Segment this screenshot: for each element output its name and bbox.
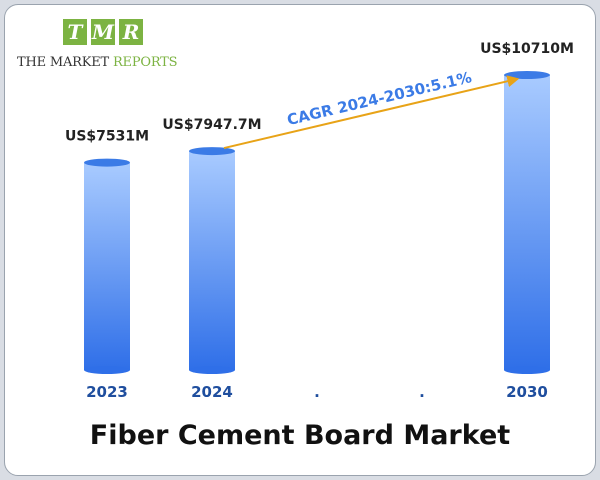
category-label: 2030 bbox=[506, 383, 548, 401]
brand-logo: T M R THE MARKET REPORTS bbox=[17, 19, 197, 79]
category-label: . bbox=[419, 383, 425, 401]
value-label-2030: US$10710M bbox=[480, 41, 574, 57]
category-label: 2023 bbox=[86, 383, 128, 401]
bar-base-2024 bbox=[189, 366, 235, 374]
brand-name-part1: THE MARKET bbox=[17, 55, 113, 70]
bar-group: US$7531M 2023 US$7947.7M 2024. . US$10710M 203… bbox=[65, 41, 574, 401]
cagr-arrow bbox=[223, 75, 520, 150]
logo-letter-t: T bbox=[63, 19, 87, 45]
value-label-2024: US$7947.7M bbox=[162, 117, 261, 133]
logo-letter-m: M bbox=[91, 19, 115, 45]
category-label: . bbox=[314, 383, 320, 401]
bar-base-2023 bbox=[84, 366, 130, 374]
logo-letter-group: T M R bbox=[63, 19, 143, 45]
value-label-2023: US$7531M bbox=[65, 129, 149, 145]
logo-letter-r: R bbox=[119, 19, 143, 45]
chart-title: Fiber Cement Board Market bbox=[89, 420, 511, 451]
bar-cap-2030 bbox=[504, 71, 550, 79]
bar-2030 bbox=[504, 75, 550, 370]
bar-cap-2023 bbox=[84, 158, 130, 167]
category-label: 2024 bbox=[191, 383, 233, 401]
cagr-annotation: CAGR 2024-2030:5.1% bbox=[285, 68, 473, 129]
brand-name-part2: REPORTS bbox=[112, 55, 178, 70]
bar-2023 bbox=[84, 162, 130, 370]
bar-2024 bbox=[189, 151, 235, 370]
brand-name: THE MARKET REPORTS bbox=[17, 55, 178, 70]
bar-cap-2024 bbox=[189, 147, 235, 156]
bar-base-2030 bbox=[504, 366, 550, 374]
